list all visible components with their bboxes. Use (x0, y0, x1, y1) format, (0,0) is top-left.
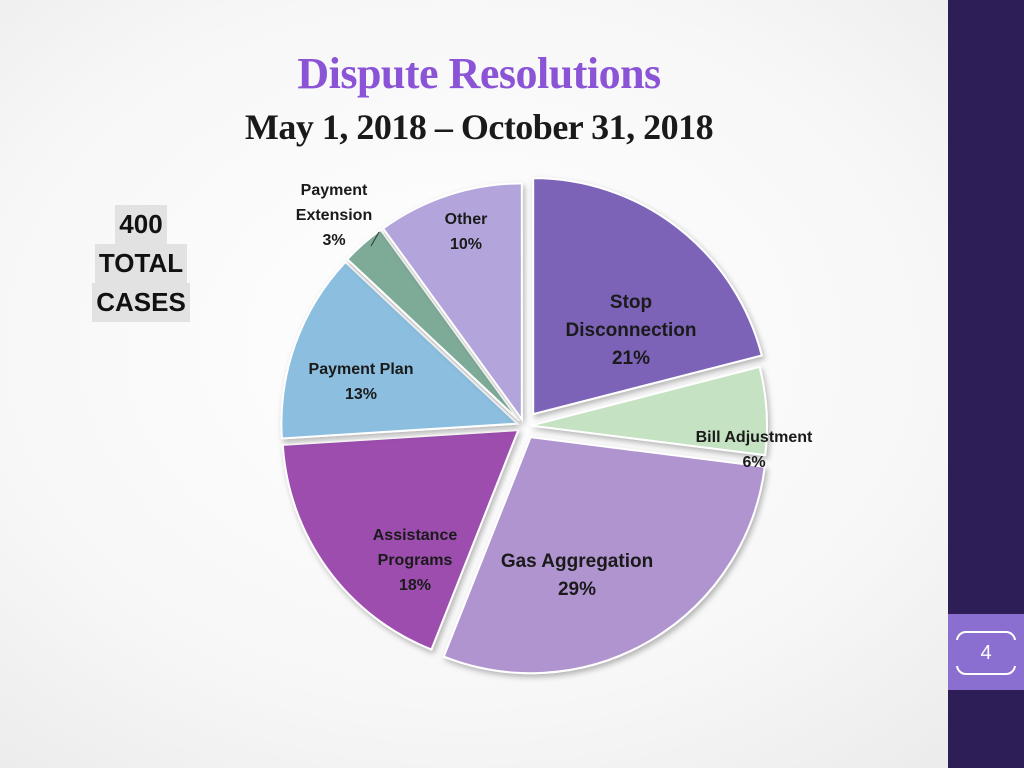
page-badge (948, 614, 1024, 690)
total-cases-callout: 400 TOTAL CASES (92, 205, 190, 322)
pie-slice-5 (345, 228, 521, 422)
total-cases-label-line2: CASES (92, 283, 190, 322)
slice-label-4: Payment Plan 13% (309, 361, 414, 403)
pie-chart: Stop Disconnection 21% Bill Adjustment 6% Gas… (280, 177, 813, 675)
pie-slice-1 (530, 365, 768, 457)
total-cases-number: 400 (115, 205, 167, 244)
pie-slice-3 (281, 429, 520, 651)
pie-slice-0 (532, 177, 763, 416)
slice-label-6: Other 10% (445, 211, 488, 253)
slice-label-2: Gas Aggregation 29% (501, 551, 653, 600)
slide-subtitle: May 1, 2018 – October 31, 2018 (244, 107, 714, 147)
slice-label-3: Assistance Programs 18% (373, 527, 458, 594)
page-number-frame (954, 631, 1018, 675)
payment-extension-leader-line (370, 231, 380, 247)
pie-slice-4 (280, 260, 520, 440)
pie-slice-2 (442, 436, 766, 675)
slice-label-5: Payment Extension 3% (296, 182, 372, 249)
slice-label-1: Bill Adjustment 6% (696, 429, 813, 471)
total-cases-label-line1: TOTAL (94, 244, 188, 283)
slice-label-0: Stop Disconnection 21% (566, 292, 697, 369)
slide: Dispute Resolutions May 1, 2018 – Octobe… (92, 49, 813, 675)
page-number: 4 (980, 642, 992, 664)
slide-title: Dispute Resolutions (297, 49, 661, 98)
pie-slice-6 (381, 182, 523, 423)
